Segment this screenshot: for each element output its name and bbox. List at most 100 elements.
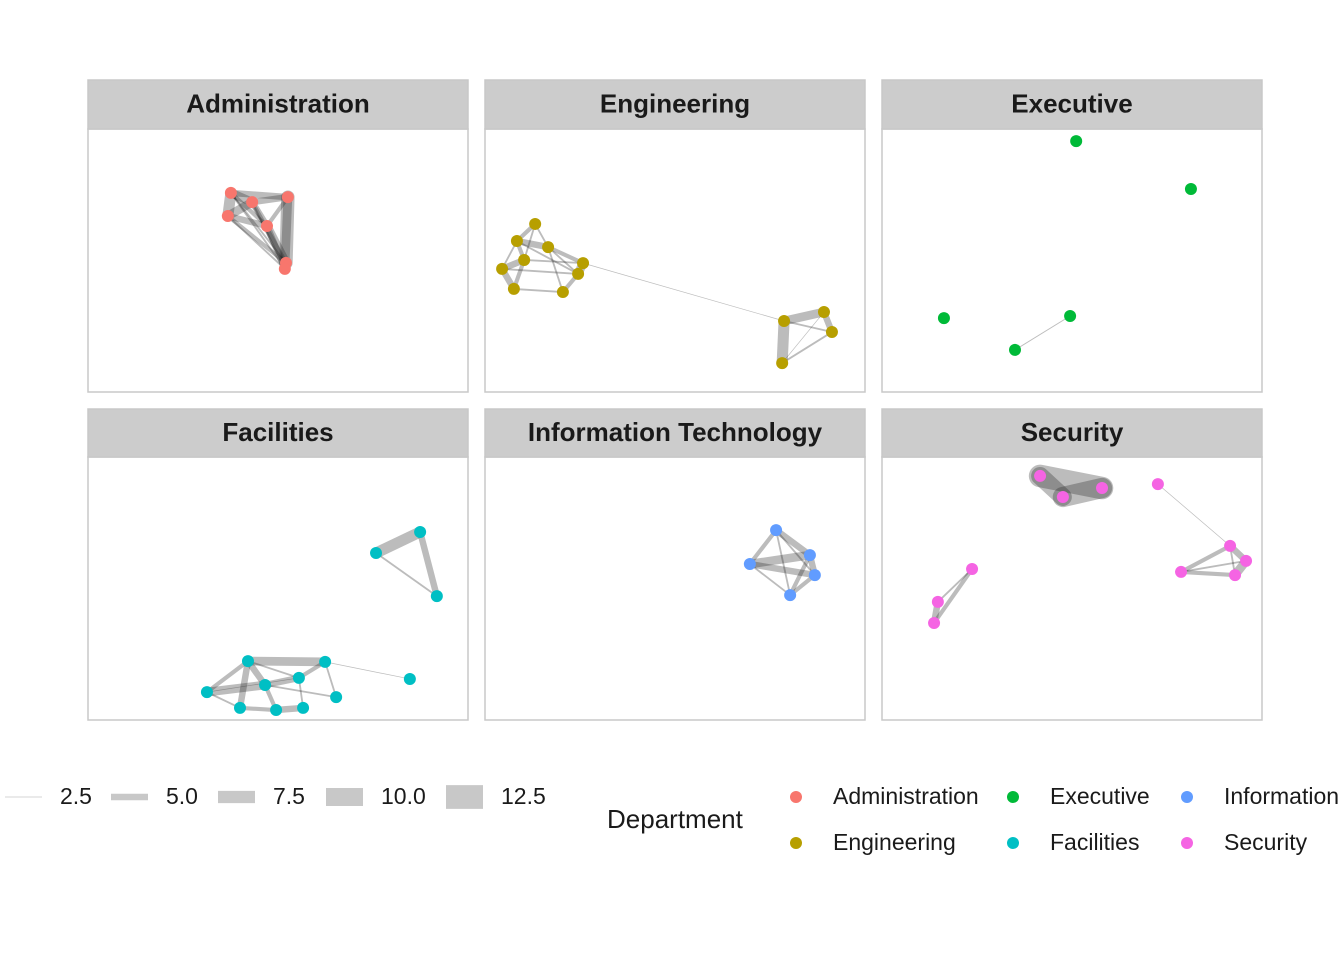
color-legend-label: Facilities — [1050, 829, 1139, 855]
strip-title: Executive — [1011, 88, 1132, 118]
node — [1184, 182, 1197, 195]
color-legend-key — [1007, 791, 1019, 803]
edge — [262, 221, 291, 268]
edge — [227, 189, 292, 201]
edge — [746, 560, 819, 579]
width-legend-label: 7.5 — [273, 783, 305, 809]
facet: Executive — [881, 79, 1263, 393]
strip-title: Information Technology — [528, 417, 823, 447]
edge — [547, 246, 564, 293]
node — [778, 314, 791, 327]
strip — [484, 408, 866, 458]
node — [572, 267, 585, 280]
node — [1229, 569, 1242, 582]
node — [330, 691, 343, 704]
edge — [772, 526, 814, 559]
node — [370, 546, 383, 559]
panel — [87, 128, 469, 393]
width-legend-label: 5.0 — [166, 783, 198, 809]
strip-title: Security — [1021, 417, 1124, 447]
edge — [324, 660, 338, 699]
edge — [515, 240, 580, 275]
node — [518, 253, 531, 266]
edge — [1178, 569, 1238, 578]
width-legend-label: 2.5 — [60, 783, 92, 809]
node — [414, 525, 427, 538]
edge — [936, 568, 973, 603]
node — [259, 679, 272, 692]
color-legend-key — [1007, 837, 1019, 849]
node — [808, 569, 821, 582]
edge — [546, 245, 586, 266]
edge — [236, 657, 252, 712]
node — [234, 701, 246, 714]
color-legend-key — [790, 837, 802, 849]
node — [776, 357, 789, 370]
facet: Information Technology — [484, 408, 866, 721]
edge — [416, 528, 441, 600]
strip — [87, 79, 469, 130]
color-legend-key — [1181, 791, 1193, 803]
edge — [1180, 559, 1247, 573]
node — [1224, 539, 1237, 552]
node — [297, 701, 310, 714]
node — [770, 524, 783, 537]
node — [403, 672, 416, 685]
node — [221, 210, 234, 223]
edge — [324, 661, 411, 680]
edge — [206, 691, 241, 709]
node — [529, 217, 542, 230]
node — [278, 262, 291, 275]
facet: Administration — [87, 79, 469, 393]
node — [430, 590, 443, 603]
node — [577, 257, 590, 270]
facet: Facilities — [87, 408, 469, 721]
node — [1240, 554, 1253, 567]
panel — [484, 456, 866, 721]
node — [241, 655, 254, 668]
edge — [243, 656, 330, 667]
edge — [375, 552, 438, 598]
edge — [523, 259, 584, 265]
edge — [523, 223, 537, 261]
edge — [781, 311, 825, 364]
edge — [247, 660, 300, 679]
edge — [547, 246, 580, 275]
edge — [1028, 464, 1114, 500]
edge — [224, 212, 271, 230]
edge — [206, 677, 300, 693]
node — [784, 589, 797, 602]
node — [931, 595, 944, 608]
node — [1009, 343, 1021, 356]
edge — [747, 528, 779, 567]
edge — [202, 680, 270, 697]
edge — [279, 190, 295, 270]
node — [281, 191, 294, 204]
node — [510, 235, 523, 248]
edge — [788, 553, 812, 598]
edge — [237, 705, 279, 713]
panel — [881, 456, 1263, 721]
edge — [748, 563, 792, 596]
node — [966, 563, 979, 576]
node — [1175, 565, 1188, 578]
color-legend-label: Engineering — [833, 829, 956, 855]
node — [928, 616, 941, 629]
strip-title: Engineering — [600, 88, 750, 118]
node — [1034, 469, 1047, 482]
edge — [229, 191, 286, 270]
node — [1056, 490, 1069, 503]
node — [1151, 478, 1164, 491]
edge — [781, 331, 833, 364]
node — [937, 312, 950, 325]
edge — [779, 307, 829, 326]
color-legend-key — [790, 791, 802, 803]
color-legend-title: Department — [607, 804, 744, 834]
edge — [582, 262, 785, 322]
panel — [87, 456, 469, 721]
facet: Security — [881, 408, 1263, 721]
edge — [264, 684, 338, 699]
node — [246, 196, 259, 209]
